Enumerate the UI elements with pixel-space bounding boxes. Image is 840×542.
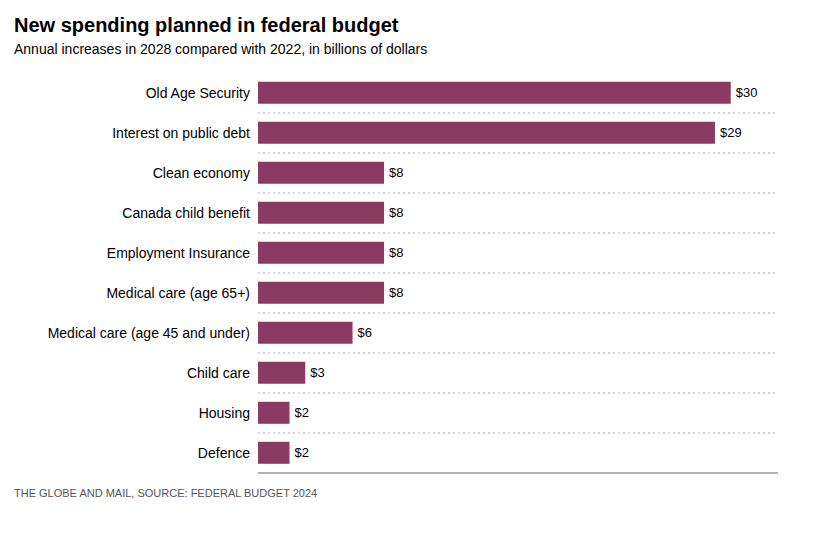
svg-text:$8: $8 bbox=[389, 165, 403, 180]
svg-text:$29: $29 bbox=[720, 125, 742, 140]
svg-text:$8: $8 bbox=[389, 245, 403, 260]
svg-text:$30: $30 bbox=[736, 85, 758, 100]
svg-text:Employment Insurance: Employment Insurance bbox=[107, 245, 250, 261]
html-text:New spending planned in federa: New spending planned in federal budget bbox=[14, 14, 399, 36]
svg-text:Housing: Housing bbox=[199, 405, 250, 421]
svg-text:Child care: Child care bbox=[187, 365, 250, 381]
svg-text:$2: $2 bbox=[295, 405, 309, 420]
svg-text:$8: $8 bbox=[389, 285, 403, 300]
svg-text:$3: $3 bbox=[310, 365, 324, 380]
svg-text:$6: $6 bbox=[358, 325, 372, 340]
svg-text:Old Age Security: Old Age Security bbox=[146, 85, 250, 101]
svg-text:$8: $8 bbox=[389, 205, 403, 220]
html-text:THE GLOBE AND MAIL, SOURCE: FE: THE GLOBE AND MAIL, SOURCE: FEDERAL BUDG… bbox=[14, 487, 318, 499]
svg-text:Canada child benefit: Canada child benefit bbox=[122, 205, 250, 221]
svg-text:Medical care (age 45 and under: Medical care (age 45 and under) bbox=[48, 325, 250, 341]
svg-text:Interest on public debt: Interest on public debt bbox=[112, 125, 250, 141]
svg-text:$2: $2 bbox=[295, 445, 309, 460]
svg-text:Clean economy: Clean economy bbox=[153, 165, 250, 181]
html-text:Annual increases in 2028 compa: Annual increases in 2028 compared with 2… bbox=[14, 41, 428, 57]
svg-text:Medical care (age 65+): Medical care (age 65+) bbox=[106, 285, 250, 301]
svg-text:Defence: Defence bbox=[198, 445, 250, 461]
